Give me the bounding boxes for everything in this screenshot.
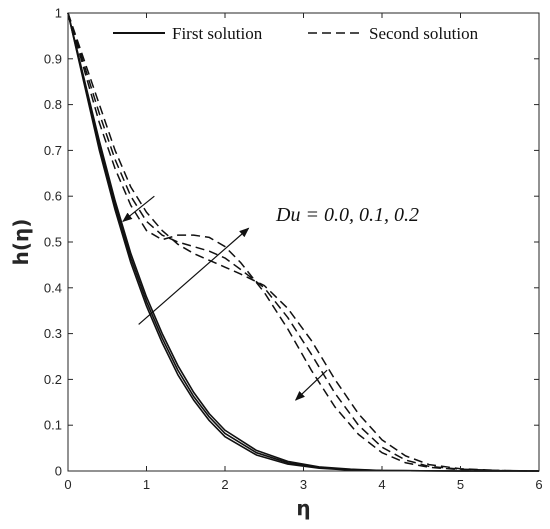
y-tick-label: 0.4	[44, 280, 62, 295]
x-tick-label: 0	[64, 477, 71, 492]
x-ticks: 0 1 2 3 4 5 6	[64, 13, 543, 492]
x-tick-label: 4	[378, 477, 385, 492]
legend-label-second-solution: Second solution	[369, 24, 479, 43]
first-solution-curve-1	[67, 12, 539, 472]
x-tick-label: 6	[535, 477, 542, 492]
y-tick-label: 0.6	[44, 189, 62, 204]
x-tick-label: 5	[457, 477, 464, 492]
y-tick-label: 0.2	[44, 372, 62, 387]
x-tick-label: 1	[143, 477, 150, 492]
x-tick-label: 2	[221, 477, 228, 492]
y-tick-label: 0.5	[44, 235, 62, 250]
arrows-group	[122, 195, 328, 401]
y-tick-label: 0.7	[44, 143, 62, 158]
x-tick-label: 3	[300, 477, 307, 492]
first-solution-curve-2	[67, 12, 539, 472]
legend: First solution Second solution	[113, 24, 479, 43]
y-tick-label: 0.9	[44, 51, 62, 66]
y-tick-label: 0	[55, 464, 62, 479]
direction-arrow-1	[122, 195, 155, 223]
direction-arrow-3	[294, 369, 328, 401]
second-solution-curve-2	[67, 12, 540, 472]
plot-frame	[67, 12, 540, 472]
x-axis-label: η	[296, 496, 310, 520]
legend-label-first-solution: First solution	[172, 24, 263, 43]
y-axis-label: h(η)	[9, 219, 33, 266]
second-solution-curve-3	[67, 12, 540, 472]
y-tick-label: 1	[55, 6, 62, 21]
curves-group	[67, 12, 540, 472]
du-annotation: Du = 0.0, 0.1, 0.2	[275, 204, 419, 226]
y-tick-label: 0.8	[44, 97, 62, 112]
y-ticks: 0 0.1 0.2 0.3 0.4 0.5 0.6 0.7 0.8 0.9 1	[44, 6, 539, 479]
first-solution-curve-3	[67, 12, 539, 472]
y-tick-label: 0.1	[44, 418, 62, 433]
second-solution-curve-1	[67, 12, 540, 472]
direction-arrow-2	[138, 227, 250, 325]
y-tick-label: 0.3	[44, 326, 62, 341]
